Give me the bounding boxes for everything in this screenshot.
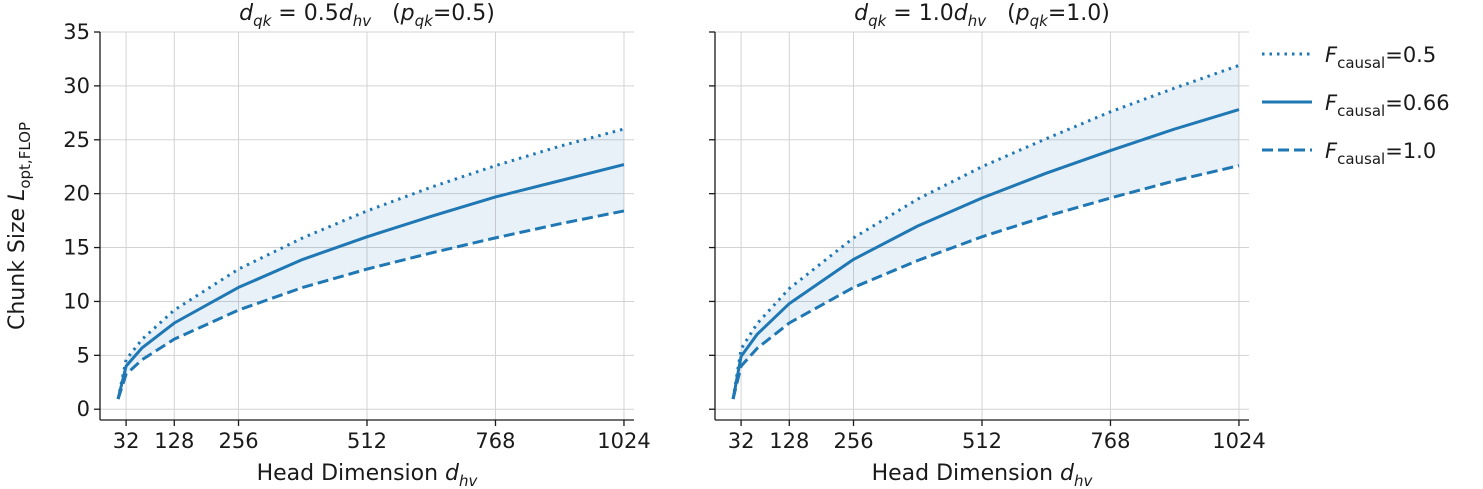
title-paren-close: )	[486, 1, 495, 26]
legend-val: =0.66	[1385, 91, 1449, 115]
x-axis-label-var: d	[1060, 461, 1075, 486]
x-tick-label: 256	[218, 429, 258, 453]
legend-var: F	[1325, 139, 1338, 163]
series-line-dashed	[116, 209, 625, 400]
y-axis-label: Chunk Size Lopt,FLOP	[5, 122, 34, 330]
x-tick-label: 1024	[1212, 429, 1265, 453]
title-paren-close: )	[1101, 1, 1110, 26]
title-sub: qk	[868, 12, 888, 30]
series-line-dotted	[731, 63, 1240, 400]
y-tick-label: 20	[63, 182, 90, 206]
legend-sub: causal	[1337, 102, 1385, 120]
chart-title: dqk = 0.5dhv (pqk=0.5)	[239, 1, 495, 30]
chart-title: dqk = 1.0dhv (pqk=1.0)	[854, 1, 1110, 30]
x-tick-label: 512	[347, 429, 387, 453]
y-axis-label-text: Chunk Size	[5, 201, 30, 330]
title-var: d	[854, 1, 869, 26]
y-tick-label: 10	[63, 289, 90, 313]
title-sub: qk	[415, 12, 435, 30]
x-tick-label: 512	[962, 429, 1002, 453]
x-axis-label-var: d	[445, 461, 460, 486]
title-eq: = 1.0	[886, 1, 953, 26]
x-tick-label: 128	[154, 429, 194, 453]
title-val: =0.5	[433, 1, 486, 26]
legend-var: F	[1325, 91, 1338, 115]
x-tick-label: 32	[113, 429, 140, 453]
legend-val: =1.0	[1385, 139, 1436, 163]
y-tick-label: 0	[77, 397, 90, 421]
x-tick-label: 768	[475, 429, 515, 453]
x-tick-label: 32	[728, 429, 755, 453]
x-tick-label: 1024	[597, 429, 650, 453]
title-var: p	[1015, 1, 1030, 26]
title-var: d	[239, 1, 254, 26]
series-line-solid	[116, 163, 625, 400]
y-tick-label: 35	[63, 20, 90, 44]
legend-label: Fcausal=1.0	[1325, 139, 1436, 168]
series-line-solid	[731, 108, 1240, 400]
title-var: d	[339, 1, 354, 26]
x-axis-label: Head Dimension dhv	[872, 461, 1094, 489]
title-sub: hv	[968, 12, 988, 30]
title-var: d	[954, 1, 969, 26]
title-sub: hv	[353, 12, 373, 30]
y-tick-label: 15	[63, 236, 90, 260]
title-sub: qk	[253, 12, 273, 30]
x-axis-label: Head Dimension dhv	[257, 461, 479, 489]
title-paren-open: (	[986, 1, 1016, 26]
title-paren-open: (	[371, 1, 401, 26]
x-axis-label-text: Head Dimension	[257, 461, 445, 486]
x-axis-label-sub: hv	[1074, 472, 1094, 489]
legend-label: Fcausal=0.66	[1325, 91, 1450, 120]
x-tick-label: 128	[769, 429, 809, 453]
y-tick-label: 25	[63, 128, 90, 152]
title-val: =1.0	[1048, 1, 1101, 26]
legend-label: Fcausal=0.5	[1325, 43, 1436, 72]
title-eq: = 0.5	[271, 1, 338, 26]
title-var: p	[400, 1, 415, 26]
x-tick-label: 768	[1090, 429, 1130, 453]
shaded-band	[733, 65, 1239, 399]
title-sub: qk	[1030, 12, 1050, 30]
x-tick-label: 256	[833, 429, 873, 453]
y-tick-label: 5	[77, 343, 90, 367]
y-axis-label-sub: opt,FLOP	[16, 122, 34, 189]
y-axis-label-var: L	[5, 189, 30, 201]
shaded-band	[118, 129, 624, 399]
x-axis-label-sub: hv	[459, 472, 479, 489]
legend-sub: causal	[1337, 54, 1385, 72]
series-line-dotted	[116, 127, 625, 400]
legend-var: F	[1325, 43, 1338, 67]
series-line-dashed	[731, 164, 1240, 400]
y-tick-label: 30	[63, 74, 90, 98]
legend-sub: causal	[1337, 150, 1385, 168]
x-axis-label-text: Head Dimension	[872, 461, 1060, 486]
legend-val: =0.5	[1385, 43, 1436, 67]
